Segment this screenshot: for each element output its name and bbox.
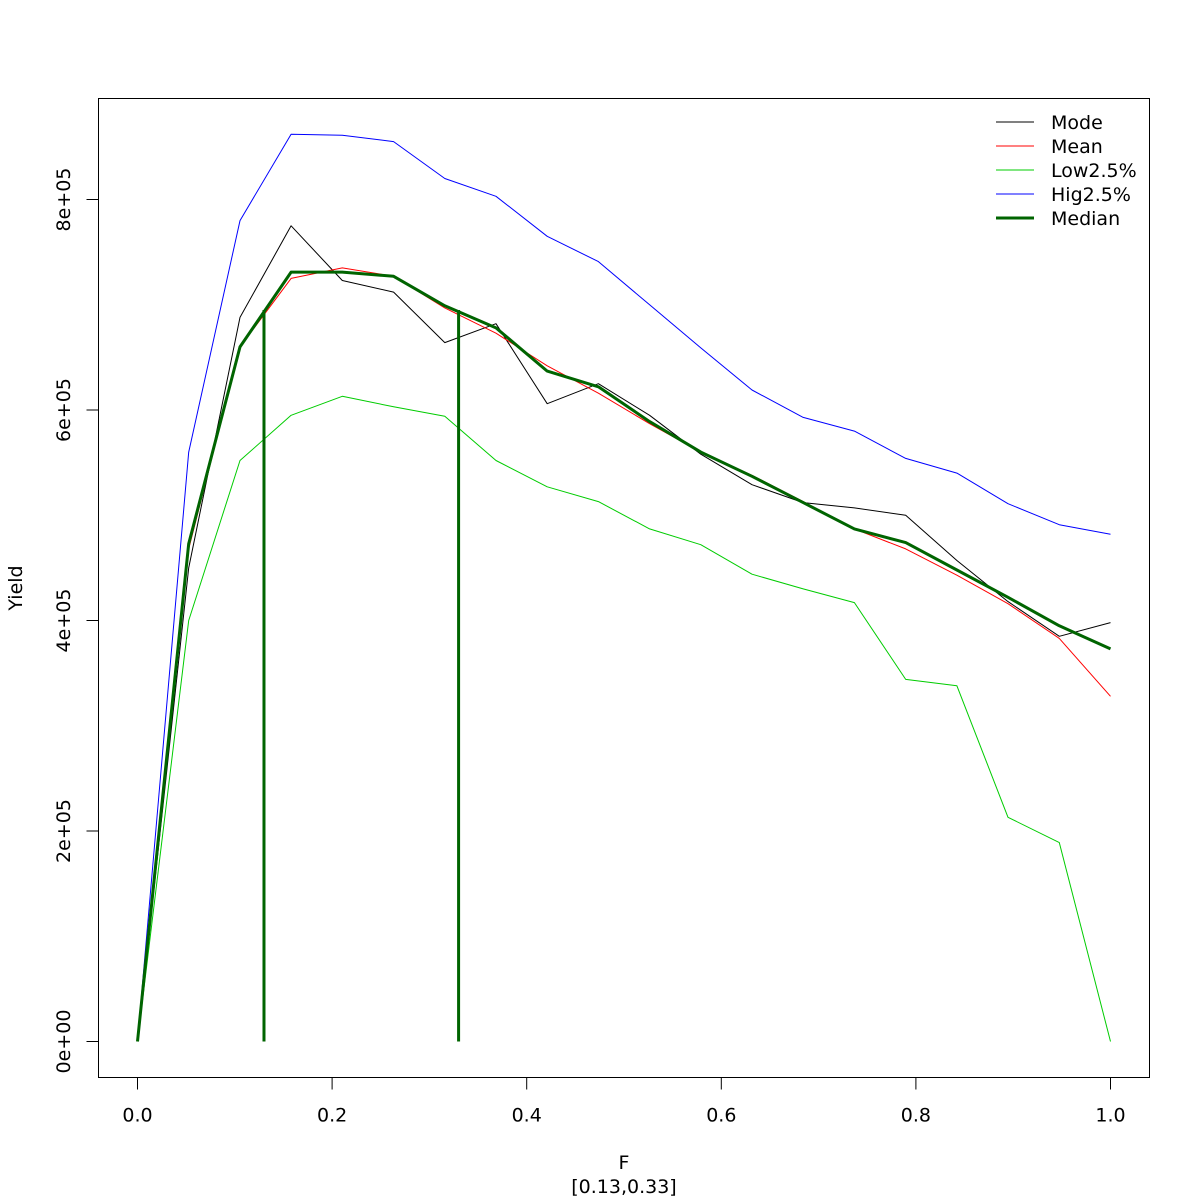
y-tick-label: 2e+05 [53, 799, 75, 863]
series-line-low2-5- [137, 395, 1111, 1042]
x-tick-label: 0.0 [122, 1105, 152, 1127]
y-tick-label: 0e+00 [53, 1010, 75, 1074]
y-tick-label: 6e+05 [53, 378, 75, 442]
x-axis: 0.0 0.2 0.4 0.6 0.8 1.0 [122, 1077, 1126, 1127]
series-line-mode [137, 225, 1111, 1042]
series-line-median [136, 270, 1112, 1042]
legend-label-mean: Mean [1051, 136, 1103, 158]
x-axis-title: F [619, 1152, 630, 1174]
series-lines [136, 133, 1112, 1042]
x-tick-label: 1.0 [1095, 1105, 1125, 1127]
series-line-mean [137, 267, 1111, 1042]
y-tick-label: 4e+05 [53, 589, 75, 653]
x-tick-label: 0.2 [317, 1105, 347, 1127]
vertical-markers [262, 310, 461, 1042]
x-tick-label: 0.6 [706, 1105, 736, 1127]
y-axis: 0e+00 2e+05 4e+05 6e+05 8e+05 [53, 168, 99, 1074]
y-axis-title: Yield [5, 565, 27, 611]
series-line-hig2-5- [137, 133, 1111, 1042]
y-tick-label: 8e+05 [53, 168, 75, 232]
legend-label-hig2-5-: Hig2.5% [1051, 184, 1131, 206]
legend-label-low2-5-: Low2.5% [1051, 160, 1137, 182]
legend-label-median: Median [1051, 208, 1120, 230]
legend-label-mode: Mode [1051, 112, 1103, 134]
x-axis-subtitle: [0.13,0.33] [571, 1176, 676, 1198]
x-tick-label: 0.8 [901, 1105, 931, 1127]
x-tick-label: 0.4 [512, 1105, 542, 1127]
